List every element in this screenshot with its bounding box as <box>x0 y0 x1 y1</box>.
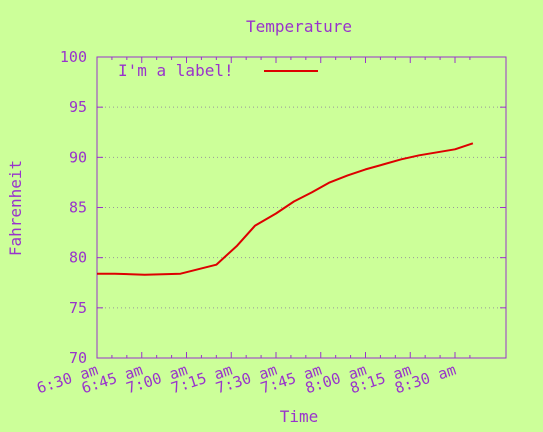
y-tick-label: 95 <box>69 98 87 116</box>
chart-title: Temperature <box>246 17 352 36</box>
gridlines <box>97 106 506 309</box>
y-tick-label: 70 <box>69 349 87 367</box>
y-tick-label: 100 <box>60 48 87 66</box>
y-axis-label: Fahrenheit <box>6 160 25 256</box>
series-layer <box>97 142 474 276</box>
series-line-1 <box>97 142 474 276</box>
y-tick-label: 75 <box>69 299 87 317</box>
x-axis-label: Time <box>280 407 319 426</box>
legend-label-series-1: I'm a label! <box>118 61 234 80</box>
y-tick-label: 90 <box>69 148 87 166</box>
legend: I'm a label! <box>118 61 318 80</box>
y-tick-label: 80 <box>69 249 87 267</box>
y-tick-label: 85 <box>69 199 87 217</box>
